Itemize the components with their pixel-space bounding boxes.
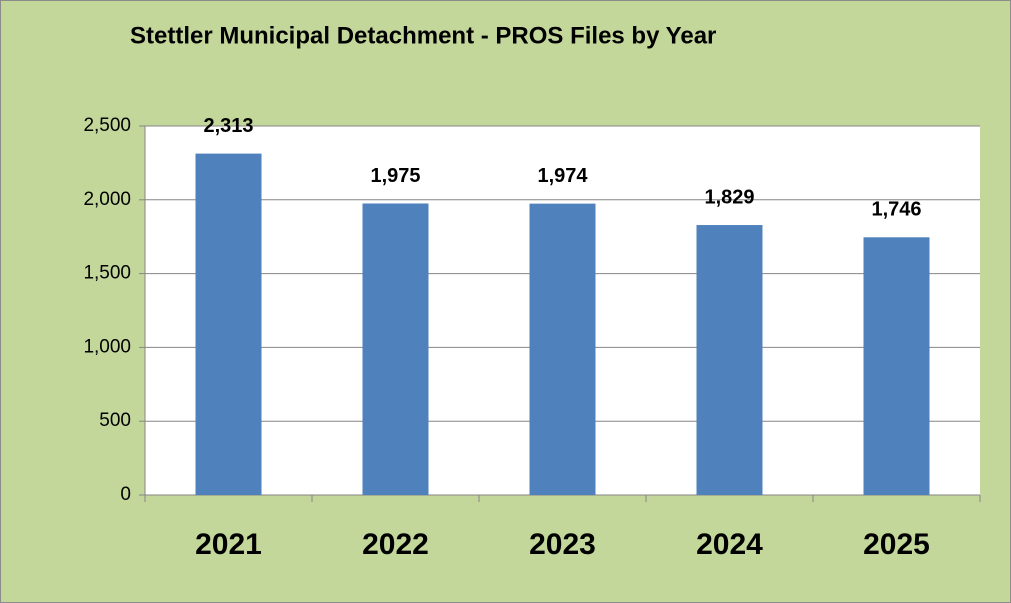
x-tick-label: 2025 [863, 528, 930, 561]
chart-title: Stettler Municipal Detachment - PROS Fil… [130, 22, 716, 49]
y-tick-label: 0 [120, 484, 131, 505]
data-label: 1,975 [370, 165, 420, 187]
y-tick-label: 2,500 [83, 115, 131, 136]
y-tick-label: 1,000 [83, 336, 131, 357]
data-label: 1,829 [704, 186, 754, 208]
x-tick-label: 2022 [362, 528, 429, 561]
x-tick-label: 2021 [195, 528, 262, 561]
bar [863, 237, 930, 495]
bar [529, 203, 596, 495]
data-label: 2,313 [203, 115, 253, 137]
data-label: 1,974 [537, 165, 588, 187]
bar [696, 225, 763, 495]
y-tick-label: 500 [99, 410, 131, 431]
data-label: 1,746 [871, 199, 921, 221]
y-tick-label: 2,000 [83, 189, 131, 210]
y-tick-label: 1,500 [83, 263, 131, 284]
bar [362, 203, 429, 496]
bar [195, 153, 262, 495]
x-tick-label: 2024 [696, 528, 763, 561]
x-tick-label: 2023 [529, 528, 596, 561]
